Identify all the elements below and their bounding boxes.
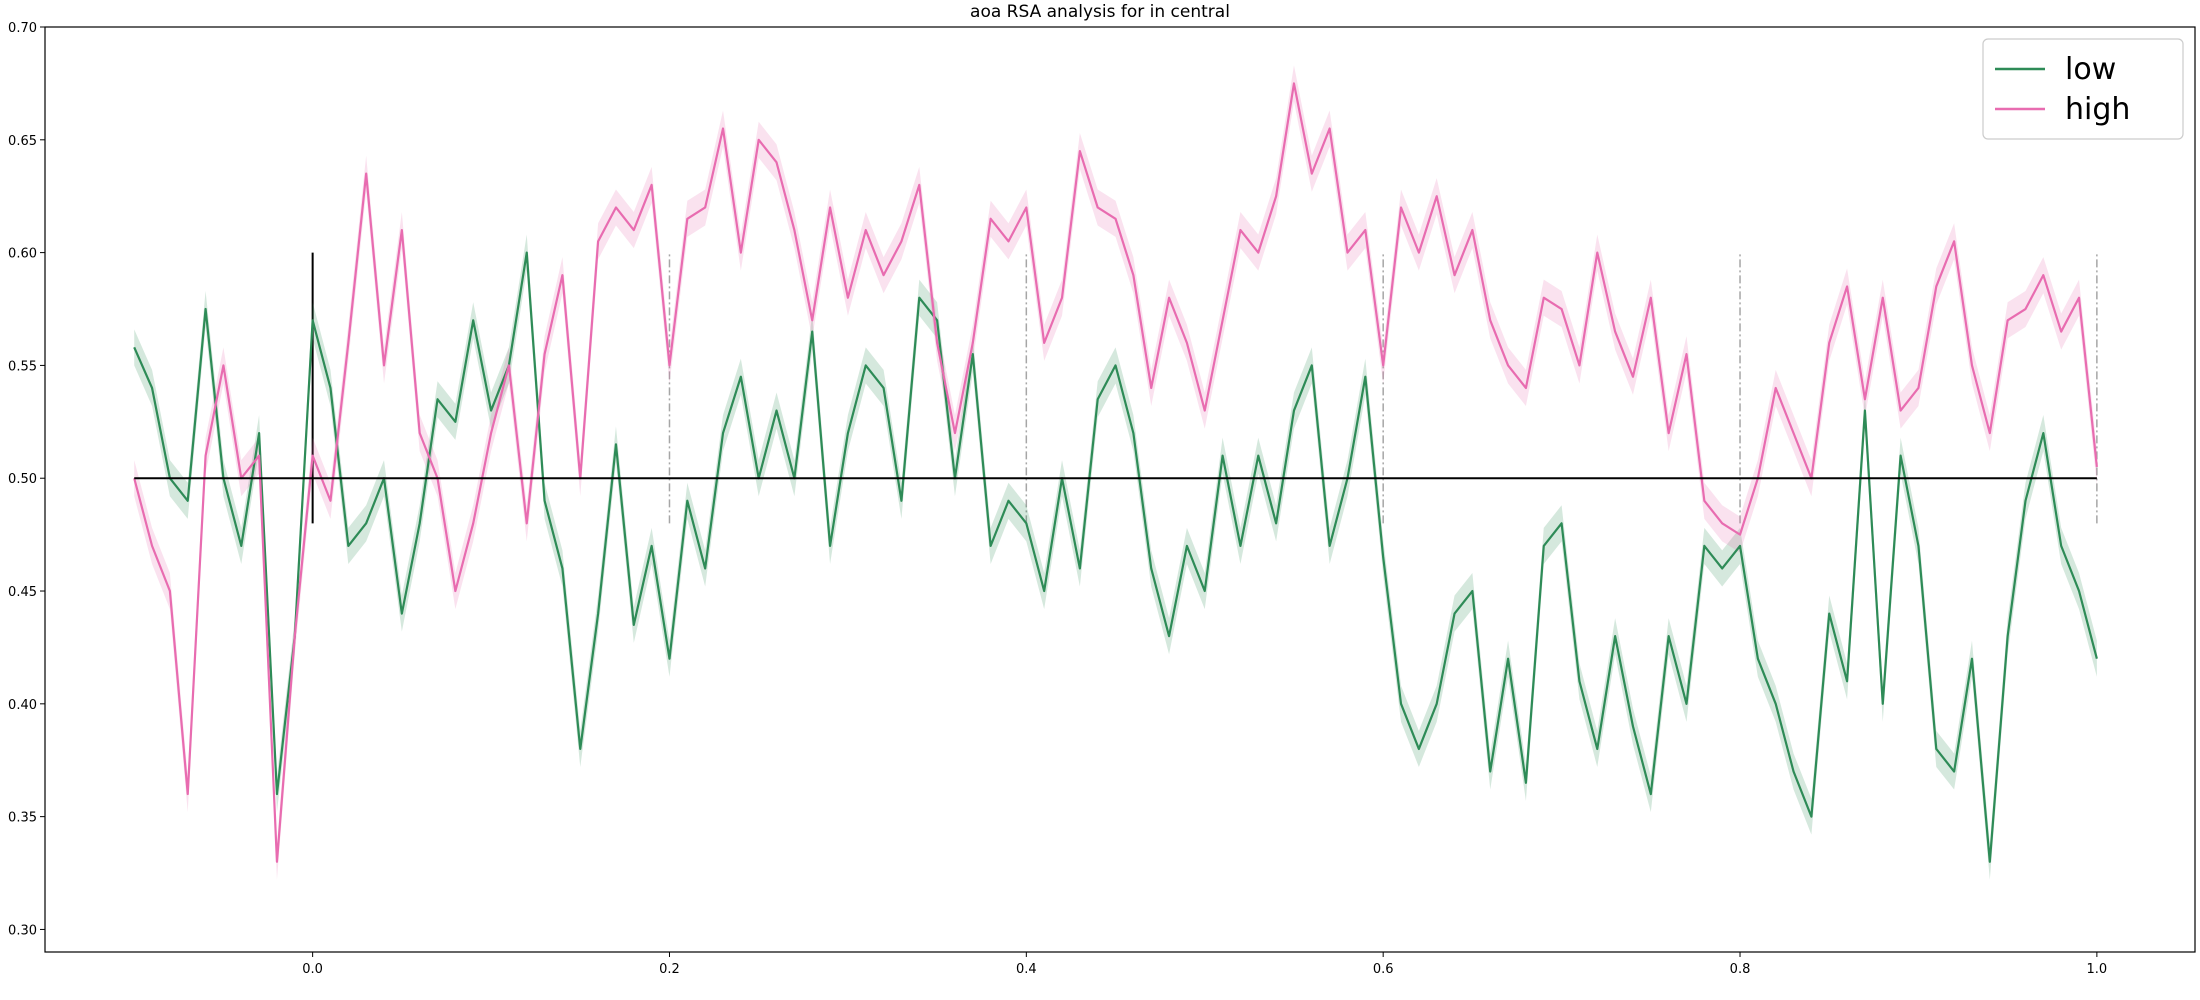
y-tick-label: 0.45 <box>8 585 37 600</box>
chart-title: aoa RSA analysis for in central <box>970 2 1230 22</box>
x-tick-label: 0.0 <box>302 962 323 977</box>
legend-label-low: low <box>2065 52 2116 87</box>
y-axis-ticks: 0.30 0.35 0.40 0.45 0.50 0.55 0.60 0.65 0.70 <box>8 21 45 938</box>
x-tick-label: 0.2 <box>659 962 680 977</box>
x-tick-label: 0.8 <box>1730 962 1751 977</box>
plot-area <box>44 26 2196 953</box>
series-line-low <box>133 251 2098 863</box>
x-tick-label: 1.0 <box>2087 962 2108 977</box>
legend: low high <box>1982 38 2184 140</box>
y-tick-label: 0.35 <box>8 811 37 826</box>
y-tick-label: 0.60 <box>8 247 37 262</box>
series-line-high <box>133 82 2098 863</box>
band-low <box>134 234 2097 880</box>
y-tick-label: 0.30 <box>8 923 37 938</box>
x-axis-ticks: 0.0 0.2 0.4 0.6 0.8 1.0 <box>302 952 2107 977</box>
band-high <box>134 65 2097 880</box>
legend-frame <box>1982 38 2184 140</box>
y-tick-label: 0.70 <box>8 21 37 36</box>
x-tick-label: 0.4 <box>1016 962 1037 977</box>
reference-markers <box>311 252 2098 524</box>
y-tick-label: 0.50 <box>8 472 37 487</box>
legend-label-high: high <box>2065 92 2130 127</box>
series-lines <box>133 82 2098 863</box>
x-tick-label: 0.6 <box>1373 962 1394 977</box>
confidence-bands <box>134 65 2097 880</box>
y-tick-label: 0.40 <box>8 698 37 713</box>
y-tick-label: 0.55 <box>8 359 37 374</box>
y-tick-label: 0.65 <box>8 134 37 149</box>
